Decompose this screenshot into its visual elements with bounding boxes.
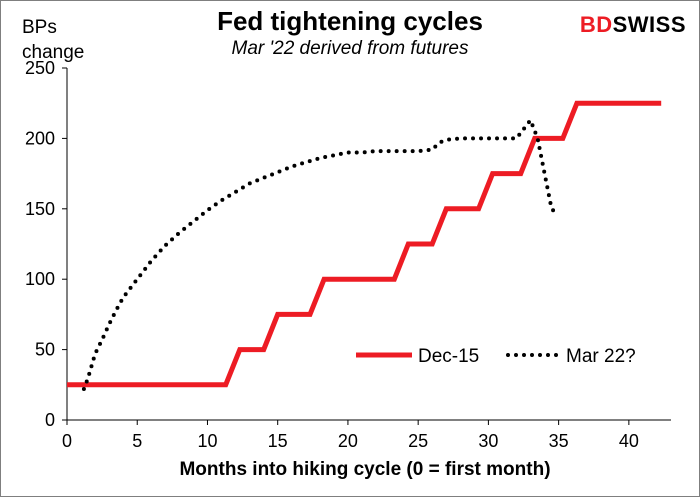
x-tick-label: 40 — [619, 431, 639, 451]
axes: 0 50 100 150 200 250 0 5 10 15 20 25 30 35 40 — [25, 58, 671, 451]
legend-label: Mar 22? — [566, 346, 636, 367]
x-tick-label: 30 — [478, 431, 498, 451]
y-tick-label: 0 — [45, 410, 55, 430]
x-tick-label: 0 — [62, 431, 72, 451]
brand-logo-bd: BD — [579, 12, 613, 37]
y-tick-label: 50 — [35, 340, 55, 360]
y-axis-label-line1: BPs — [22, 17, 57, 38]
y-tick-label: 100 — [25, 269, 55, 289]
x-tick-label: 25 — [408, 431, 428, 451]
series-line-solid — [67, 100, 662, 388]
y-tick-label: 200 — [25, 128, 55, 148]
chart-title: Fed tightening cycles — [217, 6, 483, 36]
y-tick-label: 150 — [25, 199, 55, 219]
x-tick-label: 10 — [197, 431, 217, 451]
legend: Dec-15 Mar 22? — [356, 346, 636, 367]
y-axis-label-line2: change — [22, 42, 85, 63]
series-line-dotted — [81, 116, 561, 391]
x-tick-label: 20 — [338, 431, 358, 451]
x-tick-label: 15 — [268, 431, 288, 451]
series-layer — [67, 100, 662, 391]
x-axis-label: Months into hiking cycle (0 = first mont… — [179, 459, 551, 480]
legend-label: Dec-15 — [418, 346, 479, 367]
y-axis-label: BPs change — [22, 15, 84, 65]
brand-logo: BDSWISS — [580, 12, 686, 38]
y-tick-label: 250 — [25, 58, 55, 78]
brand-logo-swiss: SWISS — [612, 12, 686, 37]
x-tick-label: 35 — [549, 431, 569, 451]
chart-subtitle: Mar '22 derived from futures — [231, 38, 469, 59]
x-tick-label: 5 — [132, 431, 142, 451]
